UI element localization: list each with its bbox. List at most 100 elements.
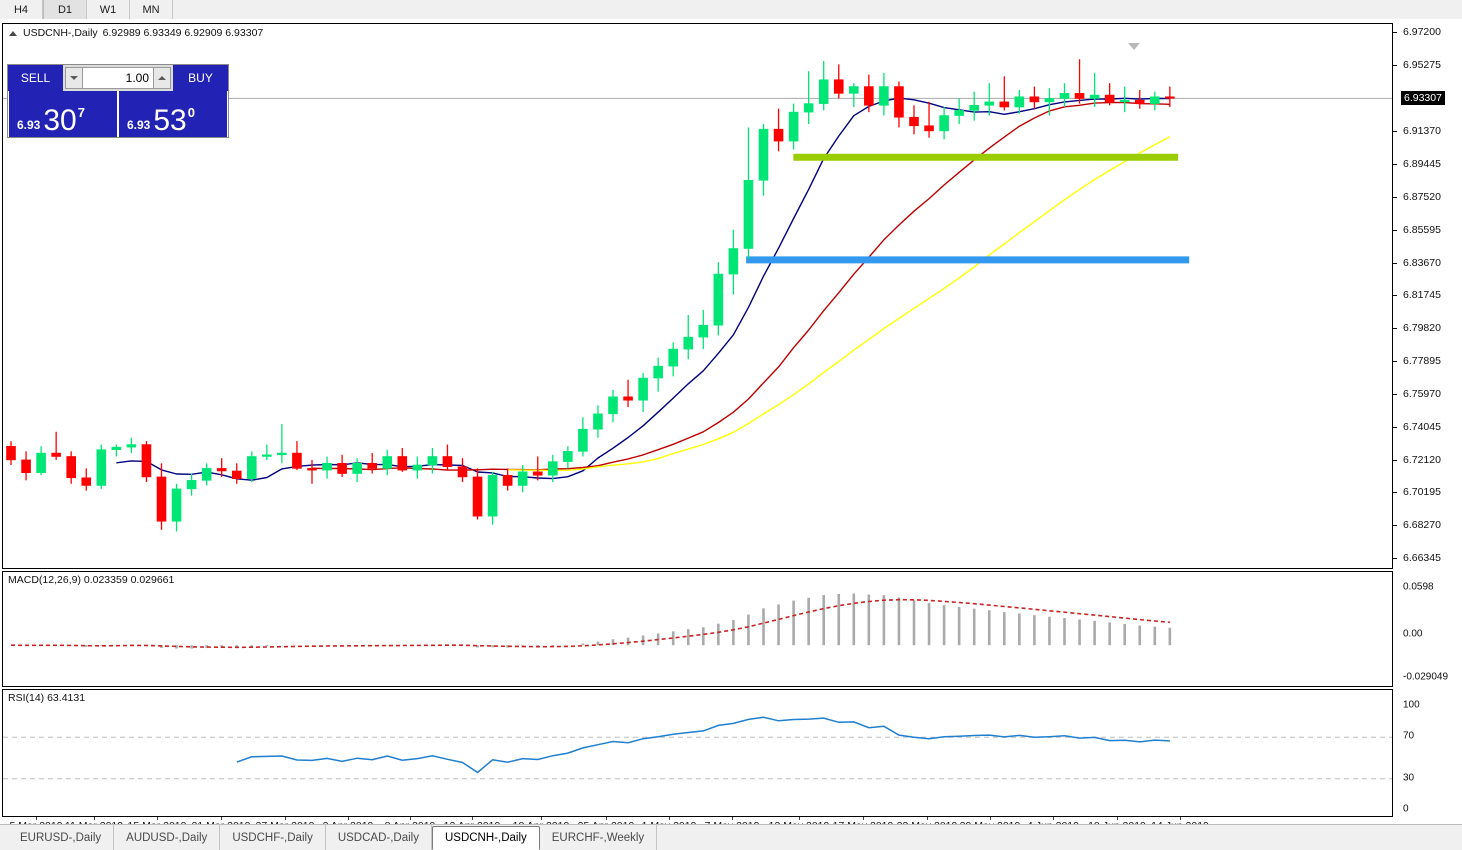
rsi-pane[interactable]: RSI(14) 63.4131 xyxy=(2,689,1393,817)
price-axis-tick xyxy=(1393,64,1397,66)
symbol-name: USDCNH-,Daily xyxy=(23,27,98,39)
volume-stepper[interactable]: 1.00 xyxy=(63,65,173,91)
price-axis-tick-label: 6.83670 xyxy=(1403,256,1441,269)
buy-price-fraction: 0 xyxy=(187,105,195,120)
sell-price-big: 30 xyxy=(43,104,77,138)
timeframe-h4[interactable]: H4 xyxy=(0,0,43,19)
price-axis-tick xyxy=(1393,525,1397,527)
price-axis-tick xyxy=(1393,229,1397,231)
price-axis-tick-label: 6.79820 xyxy=(1403,322,1441,335)
rsi-axis-tick-label: 30 xyxy=(1403,772,1415,784)
chart-tab-eurchf[interactable]: EURCHF-,Weekly xyxy=(540,825,658,850)
rsi-chart-canvas xyxy=(3,716,1392,780)
chart-tab-usdcnh[interactable]: USDCNH-,Daily xyxy=(431,826,540,850)
price-chart-canvas xyxy=(3,59,1392,532)
price-axis-tick-label: 6.68270 xyxy=(1403,519,1441,532)
price-axis-tick-label: 6.95275 xyxy=(1403,58,1441,71)
price-axis-tick xyxy=(1393,328,1397,330)
chevron-down-icon xyxy=(70,76,78,80)
price-axis-tick xyxy=(1393,492,1397,494)
timeframe-mn[interactable]: MN xyxy=(130,0,173,19)
oct-quotes-row: 6.93 30 7 6.93 53 0 xyxy=(8,91,228,138)
rsi-axis-tick-label: 100 xyxy=(1403,699,1420,711)
buy-price-prefix: 6.93 xyxy=(127,118,151,132)
price-axis-tick-label: 6.97200 xyxy=(1403,26,1441,38)
price-axis-tick xyxy=(1393,459,1397,461)
rsi-axis-tick-label: 70 xyxy=(1403,730,1415,742)
volume-input[interactable]: 1.00 xyxy=(83,67,153,89)
date-axis-tick xyxy=(669,817,670,820)
date-axis-tick xyxy=(221,817,222,820)
price-axis[interactable]: 6.97200 6.95275 6.93307 6.91370 6.89445 6.875… xyxy=(1393,19,1462,824)
price-axis-tick xyxy=(1393,558,1397,559)
price-axis-tick-label: 6.72120 xyxy=(1403,453,1441,466)
chart-tab-eurusd[interactable]: EURUSD-,Daily xyxy=(8,825,115,850)
macd-chart-canvas xyxy=(10,593,1172,649)
price-axis-tick xyxy=(1393,426,1397,428)
price-axis-tick-label: 6.87520 xyxy=(1403,191,1441,204)
price-axis-tick-label: 6.89445 xyxy=(1403,158,1441,171)
price-axis-tick xyxy=(1393,32,1397,33)
symbol-ohlc: 6.92989 6.93349 6.92909 6.93307 xyxy=(102,27,264,39)
oct-top-row: SELL 1.00 BUY xyxy=(8,65,228,91)
buy-button[interactable]: BUY xyxy=(173,65,228,91)
date-axis-tick xyxy=(927,817,928,820)
chart-tab-usdchf[interactable]: USDCHF-,Daily xyxy=(220,825,326,850)
macd-axis-tick-label: 0.0598 xyxy=(1403,581,1434,593)
volume-decrease-button[interactable] xyxy=(65,67,83,89)
chevron-up-icon xyxy=(158,76,166,80)
date-axis-tick xyxy=(1053,817,1054,820)
date-axis-tick xyxy=(94,817,95,820)
price-axis-tick-label: 6.74045 xyxy=(1403,420,1441,433)
chart-tabs-bar: EURUSD-,Daily AUDUSD-,Daily USDCHF-,Dail… xyxy=(0,824,1462,850)
date-axis-tick xyxy=(1117,817,1118,820)
date-axis-tick xyxy=(410,817,411,820)
date-axis-tick xyxy=(285,817,286,820)
price-axis-tick-label: 6.81745 xyxy=(1403,289,1441,302)
price-axis-tick xyxy=(1393,131,1397,133)
chart-tab-usdcad[interactable]: USDCAD-,Daily xyxy=(326,825,432,850)
price-pane[interactable]: USDCNH-,Daily 6.92989 6.93349 6.92909 6.… xyxy=(2,23,1393,569)
collapse-triangle-icon[interactable] xyxy=(9,30,17,36)
price-axis-tick xyxy=(1393,393,1397,395)
date-axis-tick xyxy=(606,817,607,820)
price-axis-tick-label: 6.85595 xyxy=(1403,223,1441,236)
price-axis-tick-label: 6.77895 xyxy=(1403,355,1441,368)
date-axis-tick xyxy=(348,817,349,820)
sell-price-box[interactable]: 6.93 30 7 xyxy=(9,91,117,137)
date-axis-tick xyxy=(472,817,473,820)
date-axis-tick xyxy=(732,817,733,820)
date-axis-tick xyxy=(1180,817,1181,820)
date-axis-tick xyxy=(799,817,800,820)
buy-price-big: 53 xyxy=(153,104,187,138)
timeframe-d1[interactable]: D1 xyxy=(43,0,87,19)
timeframe-toolbar: H4 D1 W1 MN xyxy=(0,0,1462,20)
price-axis-tick xyxy=(1393,164,1397,166)
price-axis-tick xyxy=(1393,262,1397,264)
volume-increase-button[interactable] xyxy=(153,67,171,89)
sell-price-prefix: 6.93 xyxy=(17,118,41,132)
date-axis-tick xyxy=(990,817,991,820)
date-axis-tick xyxy=(863,817,864,820)
rsi-axis-tick-label: 0 xyxy=(1403,803,1409,815)
chart-top-marker-icon xyxy=(1128,43,1140,50)
chart-tab-audusd[interactable]: AUDUSD-,Daily xyxy=(114,825,221,850)
sell-price-fraction: 7 xyxy=(77,105,85,120)
date-axis-tick xyxy=(541,817,542,820)
price-axis-tick xyxy=(1393,197,1397,199)
macd-pane[interactable]: MACD(12,26,9) 0.023359 0.029661 xyxy=(2,571,1393,687)
macd-axis-tick-label: 0.00 xyxy=(1403,628,1423,640)
macd-label: MACD(12,26,9) 0.023359 0.029661 xyxy=(8,574,175,586)
timeframe-w1[interactable]: W1 xyxy=(87,0,130,19)
macd-axis-tick-label: -0.029049 xyxy=(1403,671,1449,683)
sell-button[interactable]: SELL xyxy=(8,65,63,91)
buy-price-box[interactable]: 6.93 53 0 xyxy=(119,91,227,137)
price-axis-tick-label: 6.75970 xyxy=(1403,387,1441,400)
price-axis-tick-label: 6.66345 xyxy=(1403,552,1441,564)
price-axis-tick-label: 6.91370 xyxy=(1403,125,1441,138)
one-click-trading-panel[interactable]: SELL 1.00 BUY 6.93 30 xyxy=(7,64,229,138)
current-price-label: 6.93307 xyxy=(1401,91,1445,106)
date-axis-tick xyxy=(36,817,37,820)
rsi-label: RSI(14) 63.4131 xyxy=(8,692,86,704)
